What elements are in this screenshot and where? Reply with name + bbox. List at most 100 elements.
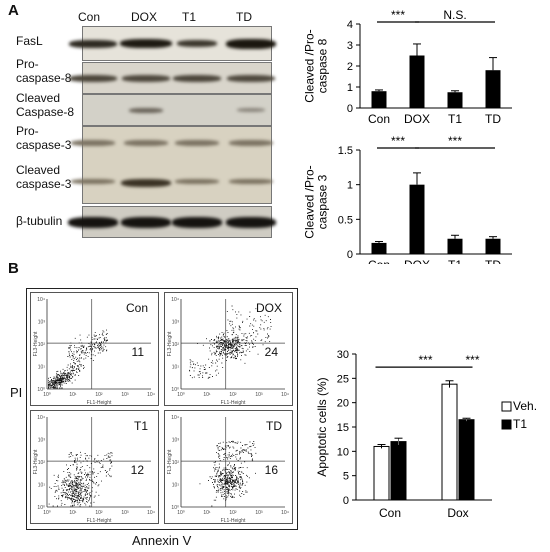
flow-plot-percent: 24 bbox=[264, 345, 278, 359]
flow-x-tick: 10² bbox=[229, 510, 237, 516]
flow-x-axis-label: FL1-Height bbox=[87, 400, 112, 405]
blot-label-2: Cleaved Caspase-8 bbox=[16, 91, 74, 119]
flow-y-tick: 10² bbox=[38, 342, 46, 348]
blot-band bbox=[69, 75, 117, 82]
y-tick-label: 0 bbox=[347, 103, 353, 115]
flow-y-tick: 10⁴ bbox=[171, 297, 179, 303]
flow-x-tick: 10⁴ bbox=[281, 392, 289, 398]
bar-td bbox=[485, 70, 501, 108]
blot-band bbox=[121, 217, 171, 228]
blot-label-line: caspase-3 bbox=[16, 138, 72, 152]
flow-plot-percent: 11 bbox=[131, 345, 144, 359]
flow-y-axis-label: FL3-Height bbox=[33, 449, 39, 474]
flow-y-tick: 10² bbox=[172, 342, 180, 348]
x-tick-label: Con bbox=[368, 258, 390, 264]
flow-x-tick: 10³ bbox=[255, 392, 263, 398]
flow-y-axis-label-text: FL3-Height bbox=[167, 331, 173, 356]
y-axis-label-text: Apoptotic cells (%) bbox=[315, 377, 329, 476]
flow-x-tick: 10⁴ bbox=[281, 510, 289, 516]
blot-label-line: Caspase-8 bbox=[16, 105, 75, 119]
flow-y-tick: 10³ bbox=[172, 320, 180, 326]
blot-band bbox=[122, 75, 170, 82]
y-axis-label-line: Cleaved /Pro- bbox=[303, 29, 317, 102]
blot-strip-2 bbox=[82, 94, 272, 126]
panel-b-label: B bbox=[8, 260, 19, 277]
flow-y-tick: 10⁰ bbox=[171, 505, 179, 511]
blot-label-3: Pro-caspase-3 bbox=[16, 124, 71, 152]
bar-dox bbox=[409, 55, 425, 108]
flow-x-tick: 10⁰ bbox=[177, 392, 185, 398]
flow-x-tick: 10⁰ bbox=[177, 510, 185, 516]
flow-events bbox=[48, 451, 113, 507]
bar-dox-veh bbox=[441, 383, 458, 501]
flow-plot-percent: 12 bbox=[130, 463, 144, 477]
flow-y-tick: 10⁰ bbox=[37, 387, 45, 393]
bar-dox bbox=[409, 184, 425, 254]
blot-label-line: Pro- bbox=[16, 124, 39, 138]
flow-x-axis-label: FL1-Height bbox=[221, 518, 246, 523]
bar-dox-t1 bbox=[458, 419, 475, 501]
y-tick-label: 20 bbox=[337, 398, 349, 410]
x-tick-label: DOX bbox=[404, 258, 430, 264]
flow-y-tick: 10¹ bbox=[172, 483, 180, 489]
blot-band bbox=[71, 179, 115, 184]
flow-y-tick: 10² bbox=[38, 460, 46, 466]
legend-swatch-t1 bbox=[501, 419, 512, 430]
blot-strip-1 bbox=[69, 62, 275, 94]
flow-y-axis-label-text: FL3-Height bbox=[33, 331, 39, 356]
flow-y-tick: 10¹ bbox=[38, 483, 46, 489]
flow-plot-td: 10⁰ 10⁰ 10¹ 10¹ 10² 10² 10³ 10³ 10⁴ 10⁴ FL1-Height… bbox=[164, 410, 293, 524]
blot-band bbox=[173, 75, 221, 82]
flow-y-tick: 10⁰ bbox=[171, 387, 179, 393]
flow-y-tick: 10¹ bbox=[172, 365, 180, 371]
blot-label-line: Pro- bbox=[16, 57, 39, 71]
y-tick-label: 0.5 bbox=[338, 214, 353, 226]
flow-events bbox=[199, 440, 257, 507]
apoptosis-bar-chart: 0 5 10 15 20 25 30 Apoptotic cells (%) Con Dox ***… bbox=[315, 349, 537, 520]
flow-plot-title: TD bbox=[266, 419, 282, 433]
flow-y-tick: 10³ bbox=[38, 320, 46, 326]
significance-label: *** bbox=[465, 353, 479, 367]
x-tick-label: T1 bbox=[448, 258, 462, 264]
caspase3-bar-chart: 0 0.5 1 1.5 Cleaved /Pro-caspase 3 Con DOX T1 TD… bbox=[303, 134, 512, 264]
blot-band bbox=[68, 217, 118, 228]
flow-plot-dox: 10⁰ 10⁰ 10¹ 10¹ 10² 10² 10³ 10³ 10⁴ 10⁴ FL1-Height… bbox=[164, 292, 293, 406]
flow-x-tick: 10² bbox=[95, 510, 103, 516]
lane-header-dox: DOX bbox=[131, 10, 158, 24]
flow-x-tick: 10¹ bbox=[69, 392, 77, 398]
x-tick-label: TD bbox=[485, 112, 501, 126]
blot-band bbox=[120, 39, 172, 48]
blot-strip-3 bbox=[71, 126, 273, 204]
y-tick-label: 30 bbox=[337, 349, 349, 361]
flow-x-tick: 10² bbox=[95, 392, 103, 398]
flow-y-tick: 10⁴ bbox=[37, 297, 45, 303]
blot-band bbox=[121, 179, 171, 187]
bar-con-t1 bbox=[390, 441, 407, 501]
flow-y-tick: 10² bbox=[172, 460, 180, 466]
blot-label-0: FasL bbox=[16, 34, 43, 48]
blot-label-line: Cleaved bbox=[16, 163, 61, 177]
flow-x-axis-label: FL1-Height bbox=[221, 400, 246, 405]
flow-y-axis-label: FL3-Height bbox=[33, 331, 39, 356]
blot-band bbox=[227, 75, 275, 82]
blot-band bbox=[175, 179, 219, 184]
flow-plot-t1: 10⁰ 10⁰ 10¹ 10¹ 10² 10² 10³ 10³ 10⁴ 10⁴ FL1-Height… bbox=[30, 410, 159, 524]
blot-band bbox=[229, 140, 273, 146]
y-tick-label: 2 bbox=[347, 61, 353, 73]
y-tick-label: 5 bbox=[343, 471, 349, 483]
y-tick-label: 1.5 bbox=[338, 145, 353, 157]
flow-plot-con: 10⁰ 10⁰ 10¹ 10¹ 10² 10² 10³ 10³ 10⁴ 10⁴ FL1-Height… bbox=[30, 292, 159, 406]
bar-td bbox=[485, 238, 501, 254]
significance-label: *** bbox=[418, 353, 432, 367]
significance-label: N.S. bbox=[443, 8, 466, 22]
flow-x-tick: 10¹ bbox=[69, 510, 77, 516]
blot-band bbox=[129, 108, 163, 113]
flow-x-tick: 10⁰ bbox=[43, 510, 51, 516]
flow-plot-title: Con bbox=[125, 301, 148, 315]
y-tick-label: 3 bbox=[347, 40, 353, 52]
x-tick-label: T1 bbox=[448, 112, 462, 126]
flow-x-tick: 10⁰ bbox=[43, 392, 51, 398]
legend-label: Veh. bbox=[513, 399, 537, 413]
flow-plot-title: DOX bbox=[255, 301, 282, 315]
